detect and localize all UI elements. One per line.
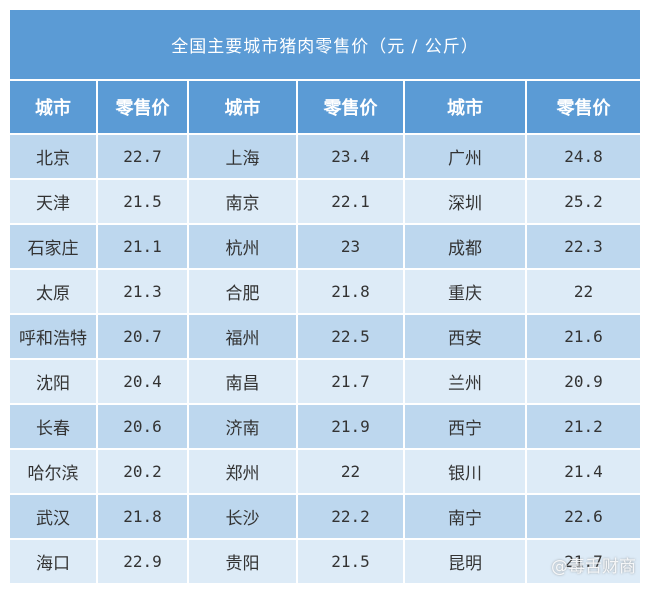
city-cell: 南京	[189, 180, 298, 225]
table-row: 海口 22.9 贵阳 21.5 昆明 21.7	[10, 540, 640, 585]
header-city-3: 城市	[405, 81, 527, 135]
price-cell: 20.7	[98, 315, 189, 360]
price-cell: 22.3	[527, 225, 640, 270]
city-cell: 海口	[10, 540, 98, 585]
price-cell: 22	[298, 450, 405, 495]
price-cell: 22.7	[98, 135, 189, 180]
city-cell: 太原	[10, 270, 98, 315]
price-cell: 21.4	[527, 450, 640, 495]
price-cell: 21.5	[98, 180, 189, 225]
price-cell: 21.7	[298, 360, 405, 405]
price-cell: 21.9	[298, 405, 405, 450]
price-cell: 25.2	[527, 180, 640, 225]
city-cell: 成都	[405, 225, 527, 270]
price-cell: 22.6	[527, 495, 640, 540]
city-cell: 哈尔滨	[10, 450, 98, 495]
city-cell: 天津	[10, 180, 98, 225]
price-cell: 22	[527, 270, 640, 315]
table-title: 全国主要城市猪肉零售价（元 / 公斤）	[10, 10, 640, 81]
header-price-2: 零售价	[298, 81, 405, 135]
price-cell: 22.5	[298, 315, 405, 360]
price-cell: 23.4	[298, 135, 405, 180]
price-cell: 24.8	[527, 135, 640, 180]
city-cell: 贵阳	[189, 540, 298, 585]
table-row: 哈尔滨 20.2 郑州 22 银川 21.4	[10, 450, 640, 495]
city-cell: 广州	[405, 135, 527, 180]
city-cell: 杭州	[189, 225, 298, 270]
city-cell: 长沙	[189, 495, 298, 540]
city-cell: 昆明	[405, 540, 527, 585]
header-row: 城市 零售价 城市 零售价 城市 零售价	[10, 81, 640, 135]
price-cell: 22.2	[298, 495, 405, 540]
table-row: 天津 21.5 南京 22.1 深圳 25.2	[10, 180, 640, 225]
table-row: 长春 20.6 济南 21.9 西宁 21.2	[10, 405, 640, 450]
watermark: @毒舌财商	[551, 557, 636, 577]
header-city-1: 城市	[10, 81, 98, 135]
price-cell: 21.3	[98, 270, 189, 315]
city-cell: 济南	[189, 405, 298, 450]
city-cell: 石家庄	[10, 225, 98, 270]
table-row: 石家庄 21.1 杭州 23 成都 22.3	[10, 225, 640, 270]
table-row: 武汉 21.8 长沙 22.2 南宁 22.6	[10, 495, 640, 540]
price-cell: 21.8	[98, 495, 189, 540]
price-cell: 22.9	[98, 540, 189, 585]
pork-price-table: 全国主要城市猪肉零售价（元 / 公斤） 城市 零售价 城市 零售价 城市 零售价…	[10, 10, 640, 585]
table-row: 太原 21.3 合肥 21.8 重庆 22	[10, 270, 640, 315]
city-cell: 沈阳	[10, 360, 98, 405]
city-cell: 武汉	[10, 495, 98, 540]
city-cell: 呼和浩特	[10, 315, 98, 360]
price-cell: 23	[298, 225, 405, 270]
price-cell: 21.5	[298, 540, 405, 585]
price-cell: 20.6	[98, 405, 189, 450]
price-cell: 21.1	[98, 225, 189, 270]
price-cell: 21.8	[298, 270, 405, 315]
table-row: 呼和浩特 20.7 福州 22.5 西安 21.6	[10, 315, 640, 360]
city-cell: 上海	[189, 135, 298, 180]
table-row: 沈阳 20.4 南昌 21.7 兰州 20.9	[10, 360, 640, 405]
city-cell: 北京	[10, 135, 98, 180]
header-price-3: 零售价	[527, 81, 640, 135]
city-cell: 南宁	[405, 495, 527, 540]
city-cell: 福州	[189, 315, 298, 360]
price-cell: 21.7	[527, 540, 640, 585]
city-cell: 兰州	[405, 360, 527, 405]
city-cell: 南昌	[189, 360, 298, 405]
price-cell: 21.2	[527, 405, 640, 450]
price-cell: 21.6	[527, 315, 640, 360]
price-cell: 20.2	[98, 450, 189, 495]
price-cell: 20.9	[527, 360, 640, 405]
header-city-2: 城市	[189, 81, 298, 135]
city-cell: 西宁	[405, 405, 527, 450]
header-price-1: 零售价	[98, 81, 189, 135]
table-row: 北京 22.7 上海 23.4 广州 24.8	[10, 135, 640, 180]
city-cell: 西安	[405, 315, 527, 360]
city-cell: 深圳	[405, 180, 527, 225]
city-cell: 银川	[405, 450, 527, 495]
city-cell: 重庆	[405, 270, 527, 315]
price-cell: 22.1	[298, 180, 405, 225]
city-cell: 合肥	[189, 270, 298, 315]
city-cell: 长春	[10, 405, 98, 450]
price-cell: 20.4	[98, 360, 189, 405]
city-cell: 郑州	[189, 450, 298, 495]
